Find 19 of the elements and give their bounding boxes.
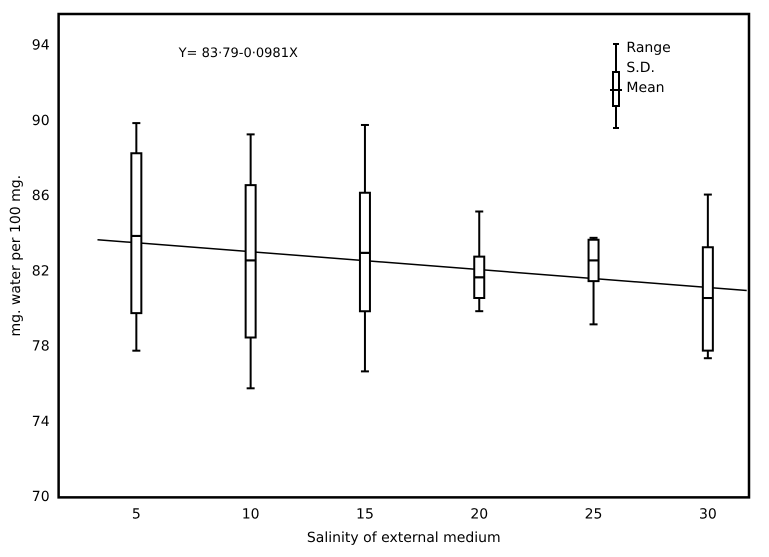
x-axis-title: Salinity of external medium [306, 530, 501, 546]
x-tick-label: 20 [470, 506, 488, 522]
y-tick-label: 82 [32, 263, 50, 280]
x-tick-label: 30 [698, 506, 717, 522]
y-axis-title: mg. water per 100 mg. [8, 174, 24, 337]
y-tick-label: 70 [32, 489, 50, 506]
annotation: S.D. [626, 59, 656, 78]
x-tick-label: 25 [584, 506, 602, 522]
annotation: Mean [626, 79, 666, 98]
y-tick-label: 94 [32, 38, 50, 54]
x-tick-label: 15 [356, 506, 374, 522]
x-tick-label: 5 [132, 506, 141, 522]
annotation: Range [626, 39, 671, 58]
annotation: Y= 83·79-0·0981X [178, 46, 298, 61]
y-tick-label: 74 [32, 414, 50, 430]
y-tick-label: 78 [32, 338, 50, 355]
y-tick-label: 90 [32, 112, 50, 129]
y-tick-label: 86 [32, 188, 50, 204]
x-tick-label: 10 [242, 506, 260, 522]
